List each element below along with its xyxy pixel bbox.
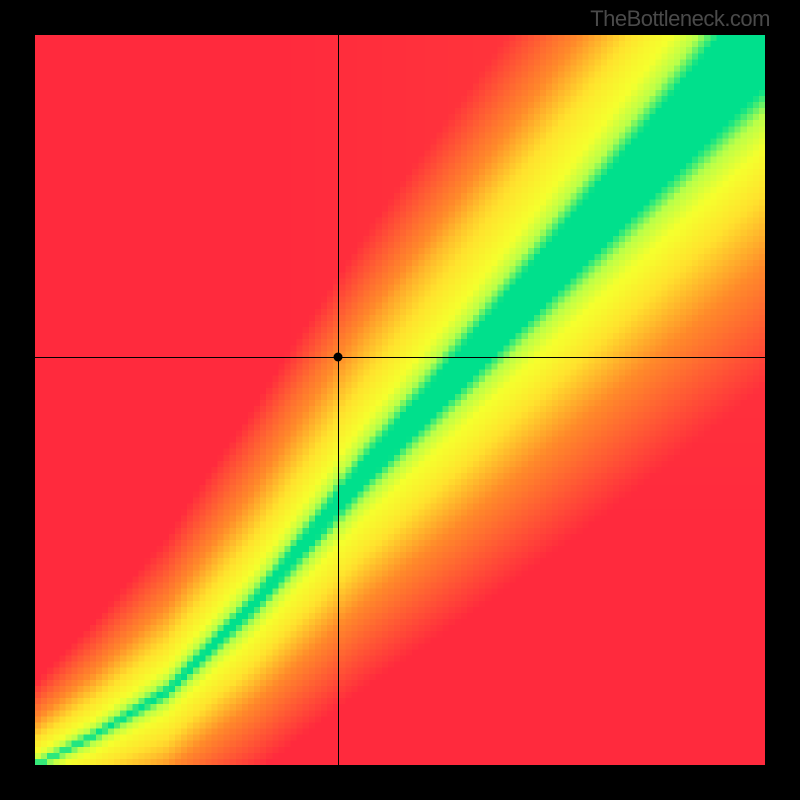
- selection-marker: [333, 352, 342, 361]
- crosshair-horizontal: [35, 357, 765, 358]
- bottleneck-heatmap: [35, 35, 765, 765]
- watermark-text: TheBottleneck.com: [590, 6, 770, 32]
- crosshair-vertical: [338, 35, 339, 765]
- plot-area: [35, 35, 765, 765]
